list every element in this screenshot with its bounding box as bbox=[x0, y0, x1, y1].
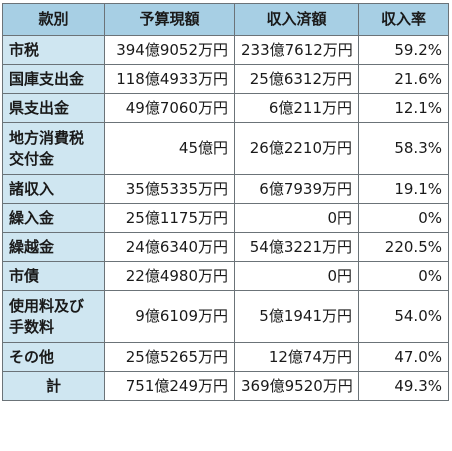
row-rate: 220.5% bbox=[358, 232, 449, 262]
row-budget: 25億5265万円 bbox=[104, 342, 235, 372]
row-category-line: 地方消費税 bbox=[9, 128, 85, 147]
row-received: 5億1941万円 bbox=[234, 290, 359, 343]
row-category: 諸収入 bbox=[2, 174, 105, 204]
total-received: 369億9520万円 bbox=[234, 371, 359, 401]
table-row: 市税 394億9052万円 233億7612万円 59.2% bbox=[2, 35, 449, 65]
header-rate: 収入率 bbox=[358, 3, 449, 36]
row-category: 国庫支出金 bbox=[2, 64, 105, 94]
row-category: 使用料及び 手数料 bbox=[2, 290, 105, 343]
row-budget: 22億4980万円 bbox=[104, 261, 235, 291]
row-budget: 394億9052万円 bbox=[104, 35, 235, 65]
table-row: 国庫支出金 118億4933万円 25億6312万円 21.6% bbox=[2, 64, 449, 94]
row-received: 233億7612万円 bbox=[234, 35, 359, 65]
row-received: 6億211万円 bbox=[234, 93, 359, 123]
revenue-table: 款別 予算現額 収入済額 収入率 市税 394億9052万円 233億7612万… bbox=[2, 3, 449, 401]
table-row: 県支出金 49億7060万円 6億211万円 12.1% bbox=[2, 93, 449, 123]
row-rate: 54.0% bbox=[358, 290, 449, 343]
row-received: 25億6312万円 bbox=[234, 64, 359, 94]
row-received: 0円 bbox=[234, 203, 359, 233]
row-category: 地方消費税 交付金 bbox=[2, 122, 105, 175]
row-category: 繰越金 bbox=[2, 232, 105, 262]
total-budget: 751億249万円 bbox=[104, 371, 235, 401]
table-row: 使用料及び 手数料 9億6109万円 5億1941万円 54.0% bbox=[2, 290, 449, 343]
header-budget: 予算現額 bbox=[104, 3, 235, 36]
header-category: 款別 bbox=[2, 3, 105, 36]
row-rate: 47.0% bbox=[358, 342, 449, 372]
table-row: 繰越金 24億6340万円 54億3221万円 220.5% bbox=[2, 232, 449, 262]
total-row: 計 751億249万円 369億9520万円 49.3% bbox=[2, 371, 449, 401]
row-budget: 9億6109万円 bbox=[104, 290, 235, 343]
row-budget: 45億円 bbox=[104, 122, 235, 175]
table-row: 諸収入 35億5335万円 6億7939万円 19.1% bbox=[2, 174, 449, 204]
row-category-line: 交付金 bbox=[9, 149, 55, 168]
table-row: 地方消費税 交付金 45億円 26億2210万円 58.3% bbox=[2, 122, 449, 175]
row-rate: 12.1% bbox=[358, 93, 449, 123]
row-rate: 58.3% bbox=[358, 122, 449, 175]
header-received: 収入済額 bbox=[234, 3, 359, 36]
table-row: 市債 22億4980万円 0円 0% bbox=[2, 261, 449, 291]
row-rate: 21.6% bbox=[358, 64, 449, 94]
row-budget: 24億6340万円 bbox=[104, 232, 235, 262]
row-category: 市債 bbox=[2, 261, 105, 291]
row-category-line: 手数料 bbox=[9, 317, 55, 336]
row-budget: 35億5335万円 bbox=[104, 174, 235, 204]
row-category: 繰入金 bbox=[2, 203, 105, 233]
row-received: 0円 bbox=[234, 261, 359, 291]
row-received: 54億3221万円 bbox=[234, 232, 359, 262]
table-row: 繰入金 25億1175万円 0円 0% bbox=[2, 203, 449, 233]
table-row: その他 25億5265万円 12億74万円 47.0% bbox=[2, 342, 449, 372]
row-rate: 19.1% bbox=[358, 174, 449, 204]
row-rate: 0% bbox=[358, 261, 449, 291]
total-rate: 49.3% bbox=[358, 371, 449, 401]
row-received: 12億74万円 bbox=[234, 342, 359, 372]
row-received: 6億7939万円 bbox=[234, 174, 359, 204]
row-category-line: 使用料及び bbox=[9, 296, 85, 315]
row-received: 26億2210万円 bbox=[234, 122, 359, 175]
row-rate: 0% bbox=[358, 203, 449, 233]
total-label: 計 bbox=[2, 371, 105, 401]
row-budget: 118億4933万円 bbox=[104, 64, 235, 94]
row-budget: 25億1175万円 bbox=[104, 203, 235, 233]
row-rate: 59.2% bbox=[358, 35, 449, 65]
row-category: 県支出金 bbox=[2, 93, 105, 123]
revenue-table-container: 款別 予算現額 収入済額 収入率 市税 394億9052万円 233億7612万… bbox=[2, 3, 449, 401]
row-category: その他 bbox=[2, 342, 105, 372]
row-category: 市税 bbox=[2, 35, 105, 65]
header-row: 款別 予算現額 収入済額 収入率 bbox=[2, 3, 449, 36]
row-budget: 49億7060万円 bbox=[104, 93, 235, 123]
